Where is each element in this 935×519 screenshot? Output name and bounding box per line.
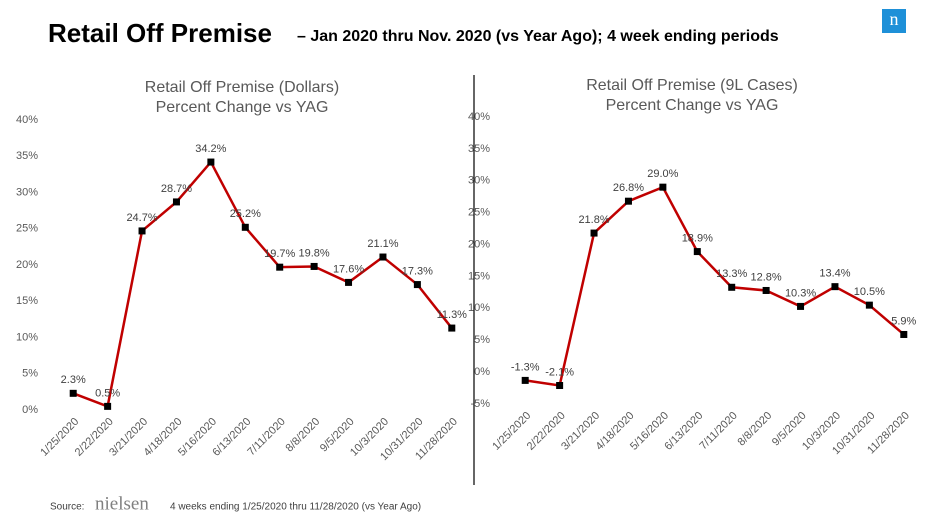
value-label: 19.7%	[264, 248, 295, 260]
value-label: -2.1%	[545, 366, 574, 378]
y-tick-label: 5%	[474, 334, 490, 346]
value-label: 24.7%	[126, 212, 157, 224]
y-tick-label: 0%	[22, 404, 38, 416]
marker	[172, 198, 180, 206]
y-tick-label: 20%	[468, 238, 490, 250]
y-tick-label: 40%	[16, 114, 38, 126]
marker	[413, 281, 421, 289]
y-tick-label: 10%	[16, 331, 38, 343]
value-label: 10.3%	[785, 287, 816, 299]
marker	[241, 223, 249, 231]
value-label: 17.3%	[402, 265, 433, 277]
logo-box	[882, 9, 906, 33]
marker	[865, 301, 873, 309]
y-tick-label: 25%	[16, 223, 38, 235]
value-label: 28.7%	[161, 183, 192, 195]
value-label: 0.5%	[95, 387, 120, 399]
y-tick-label: 10%	[468, 302, 490, 314]
brand: nielsen	[95, 493, 149, 514]
marker	[728, 283, 736, 291]
slide-subtitle: – Jan 2020 thru Nov. 2020 (vs Year Ago);…	[297, 28, 779, 45]
marker	[345, 278, 353, 286]
marker	[69, 389, 77, 397]
x-tick-label: 8/8/2020	[736, 410, 775, 449]
marker	[521, 376, 529, 384]
chart-title: Retail Off Premise (9L Cases)	[586, 77, 798, 94]
slide-title: Retail Off Premise	[48, 18, 272, 48]
chart-title: Retail Off Premise (Dollars)	[145, 79, 339, 96]
marker	[310, 262, 318, 270]
y-tick-label: 35%	[16, 150, 38, 162]
y-tick-label: 30%	[16, 186, 38, 198]
marker	[900, 330, 908, 338]
value-label: 2.3%	[61, 374, 86, 386]
marker	[659, 183, 667, 191]
marker	[693, 248, 701, 256]
value-label: 34.2%	[195, 143, 226, 155]
marker	[104, 402, 112, 410]
y-tick-label: 5%	[22, 368, 38, 380]
y-tick-label: -5%	[470, 398, 490, 410]
chart-subtitle: Percent Change vs YAG	[606, 97, 779, 114]
value-label: 5.9%	[891, 315, 916, 327]
data-line	[72, 159, 453, 409]
value-label: 19.8%	[299, 247, 330, 259]
marker	[138, 227, 146, 235]
value-label: 29.0%	[647, 168, 678, 180]
y-tick-label: 40%	[468, 111, 490, 123]
marker	[797, 302, 805, 310]
value-label: 21.8%	[578, 214, 609, 226]
marker	[556, 382, 564, 390]
data-line	[525, 185, 905, 387]
value-label: -1.3%	[511, 361, 540, 373]
logo: n	[890, 9, 899, 29]
chart-subtitle: Percent Change vs YAG	[156, 99, 329, 116]
y-tick-label: 30%	[468, 175, 490, 187]
y-tick-label: 25%	[468, 207, 490, 219]
value-label: 10.5%	[854, 286, 885, 298]
value-label: 13.3%	[716, 268, 747, 280]
y-tick-label: 0%	[474, 366, 490, 378]
source-label: Source:	[50, 502, 84, 513]
value-label: 12.8%	[751, 271, 782, 283]
value-label: 21.1%	[367, 238, 398, 250]
marker	[762, 286, 770, 294]
x-tick-label: 7/11/2020	[697, 410, 740, 453]
source-note: 4 weeks ending 1/25/2020 thru 11/28/2020…	[170, 502, 421, 513]
marker	[379, 253, 387, 261]
y-tick-label: 15%	[468, 270, 490, 282]
marker	[624, 197, 632, 205]
x-tick-label: 8/8/2020	[284, 416, 323, 455]
y-tick-label: 15%	[16, 295, 38, 307]
value-label: 25.2%	[230, 208, 261, 220]
value-label: 26.8%	[613, 182, 644, 194]
y-tick-label: 35%	[468, 143, 490, 155]
value-label: 11.3%	[437, 309, 468, 321]
value-label: 18.9%	[682, 232, 713, 244]
y-tick-label: 20%	[16, 259, 38, 271]
marker	[207, 158, 215, 166]
x-tick-label: 7/11/2020	[245, 416, 288, 459]
value-label: 13.4%	[819, 268, 850, 280]
marker	[276, 263, 284, 271]
value-label: 17.6%	[333, 263, 364, 275]
marker	[831, 283, 839, 291]
marker	[448, 324, 456, 332]
marker	[590, 229, 598, 237]
